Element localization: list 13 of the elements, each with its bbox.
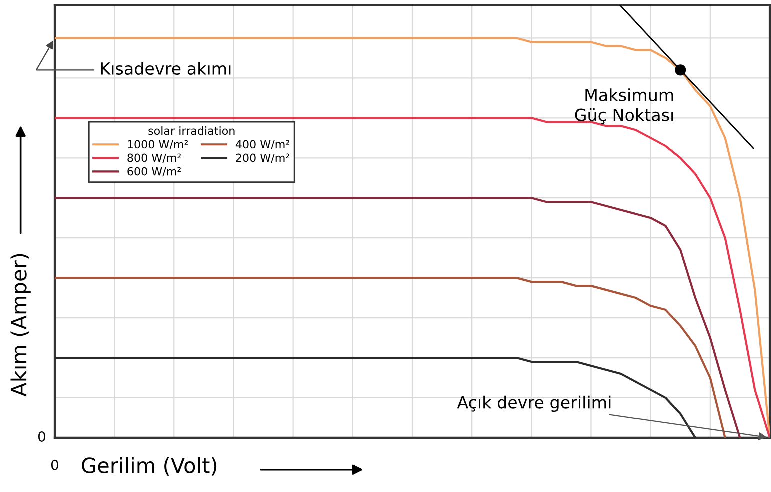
text: 0 xyxy=(51,460,58,470)
legend-label: 400 W/m² xyxy=(236,140,290,150)
annotation: Kısadevre akımı xyxy=(101,62,231,76)
legend-label: 800 W/m² xyxy=(128,154,181,164)
legend-label: 1000 W/m² xyxy=(128,140,188,150)
annotation: Maksimum Güç Noktası xyxy=(575,88,674,124)
text: 0 xyxy=(38,432,46,442)
x-axis-title: Gerilim (Volt) xyxy=(82,457,217,476)
annotation: Açık devre gerilimi xyxy=(457,396,611,412)
legend-label: 200 W/m² xyxy=(236,154,290,164)
legend-label: 600 W/m² xyxy=(128,167,181,177)
legend-title: solar irradiation xyxy=(148,126,235,136)
y-axis-title: Akım (Amper) xyxy=(10,254,31,397)
